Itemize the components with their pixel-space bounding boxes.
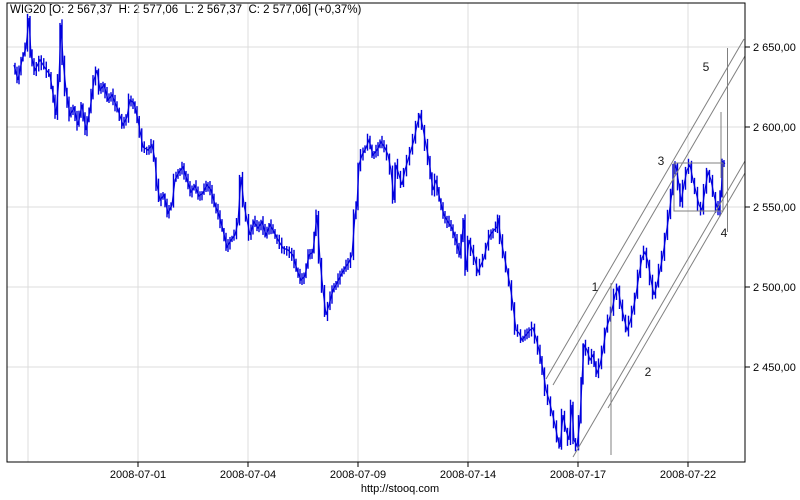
- wave-label: 2: [645, 365, 652, 379]
- channel-line: [545, 38, 745, 380]
- x-tick-label: 2008-07-17: [550, 469, 606, 481]
- y-tick-label: 2 650,00: [753, 42, 796, 54]
- consolidation-box: [673, 162, 724, 212]
- axes: 2 650,00 2 600,00 2 550,00 2 500,00 2 450,00…: [6, 2, 796, 481]
- x-tick-label: 2008-07-04: [220, 469, 276, 481]
- x-tick-label: 2008-07-14: [440, 469, 496, 481]
- channel-line: [552, 55, 746, 386]
- channel-line: [607, 172, 746, 409]
- wave-label: 4: [721, 226, 728, 240]
- price-series: [13, 13, 726, 452]
- annotations: 1 2 3 4 5: [545, 38, 746, 458]
- y-tick-label: 2 500,00: [753, 282, 796, 294]
- gridlines: [7, 3, 745, 462]
- chart-title: WIG20 [O: 2 567,37 H: 2 577,06 L: 2 567,…: [10, 4, 362, 16]
- x-tick-label: 2008-07-09: [330, 469, 386, 481]
- y-tick-label: 2 450,00: [753, 362, 796, 374]
- wave-label: 3: [658, 154, 665, 168]
- plot-border: [6, 2, 746, 463]
- wave-label: 1: [592, 280, 599, 294]
- channel-line: [572, 160, 746, 458]
- x-tick-label: 2008-07-01: [110, 469, 166, 481]
- y-tick-label: 2 600,00: [753, 122, 796, 134]
- footer-url: http://stooq.com: [360, 483, 440, 495]
- y-tick-label: 2 550,00: [753, 202, 796, 214]
- price-path: [13, 17, 726, 449]
- wave-label: 5: [703, 60, 710, 74]
- x-tick-label: 2008-07-22: [660, 469, 716, 481]
